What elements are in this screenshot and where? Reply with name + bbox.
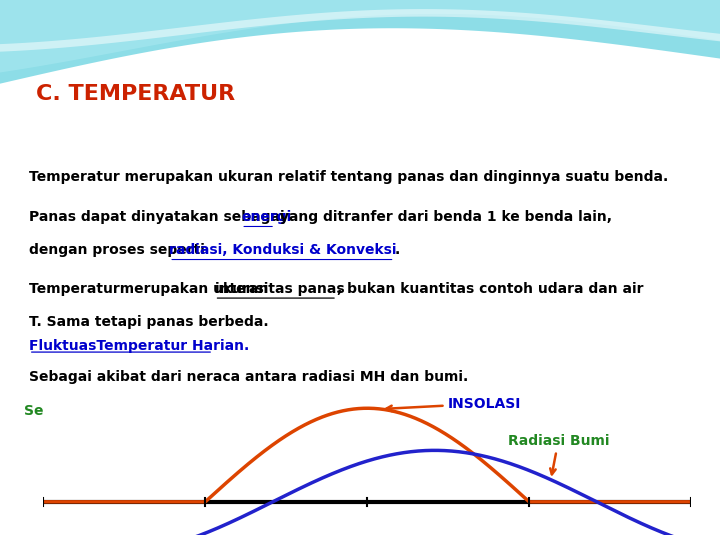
Polygon shape (0, 0, 720, 72)
Text: Seperti gambar berikut       :: Seperti gambar berikut : (24, 404, 247, 417)
Text: radiasi, Konduksi & Konveksi: radiasi, Konduksi & Konveksi (169, 243, 397, 257)
Text: Temperaturmerupakan ukuran: Temperaturmerupakan ukuran (29, 281, 273, 295)
Text: C. TEMPERATUR: C. TEMPERATUR (36, 84, 235, 104)
Text: T. Sama tetapi panas berbeda.: T. Sama tetapi panas berbeda. (29, 315, 269, 329)
Text: yang ditranfer dari benda 1 ke benda lain,: yang ditranfer dari benda 1 ke benda lai… (275, 210, 612, 224)
Text: Temperatur merupakan ukuran relatif tentang panas dan dinginnya suatu benda.: Temperatur merupakan ukuran relatif tent… (29, 170, 668, 184)
Text: INSOLASI: INSOLASI (386, 396, 521, 411)
Text: , bukan kuantitas contoh udara dan air: , bukan kuantitas contoh udara dan air (337, 281, 644, 295)
Text: dengan proses seperti: dengan proses seperti (29, 243, 210, 257)
Polygon shape (0, 9, 720, 52)
Text: .: . (395, 243, 400, 257)
Polygon shape (0, 0, 720, 84)
Text: Sebagai akibat dari neraca antara radiasi MH dan bumi.: Sebagai akibat dari neraca antara radias… (29, 369, 468, 383)
Text: FluktuasTemperatur Harian.: FluktuasTemperatur Harian. (29, 339, 249, 353)
Text: Panas dapat dinyatakan sebagai: Panas dapat dinyatakan sebagai (29, 210, 289, 224)
Text: energi: energi (241, 210, 292, 224)
Text: intensitas panas: intensitas panas (215, 281, 344, 295)
Text: Radiasi Bumi: Radiasi Bumi (508, 434, 609, 474)
